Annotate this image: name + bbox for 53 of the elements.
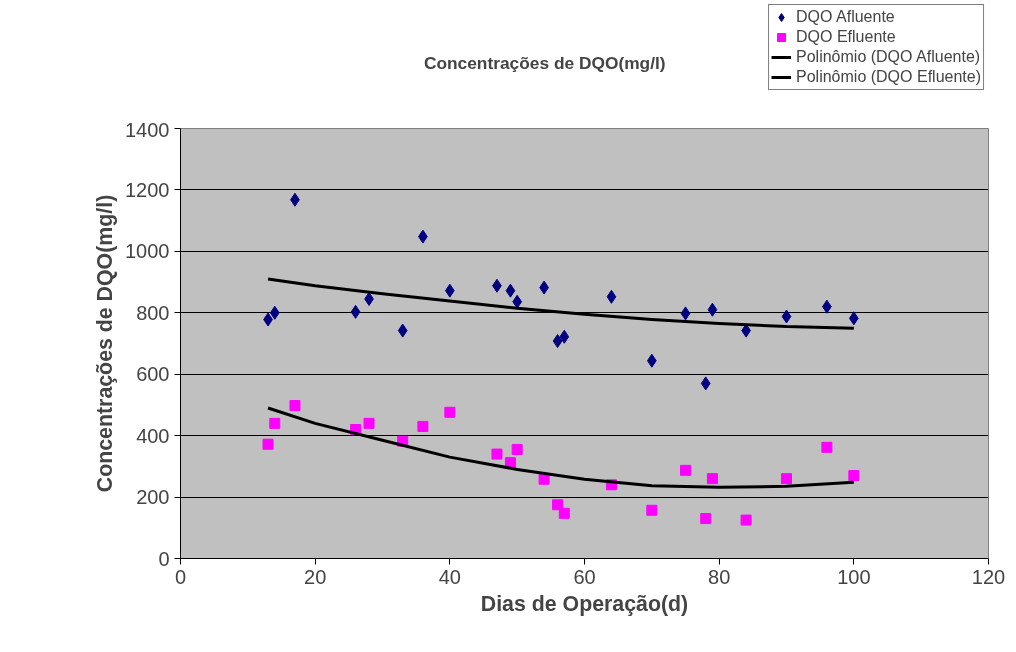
point <box>821 441 833 453</box>
y-tick-label: 600 <box>136 363 170 386</box>
point <box>350 304 361 319</box>
point <box>700 376 711 391</box>
point <box>397 323 408 338</box>
y-tick-label: 800 <box>136 301 170 324</box>
point <box>706 473 718 485</box>
x-axis-title: Dias de Operação(d) <box>480 591 689 616</box>
point <box>680 306 691 321</box>
point <box>363 417 375 429</box>
y-tick-label: 400 <box>136 424 170 447</box>
y-tick-label: 1200 <box>125 178 170 201</box>
point <box>511 443 523 455</box>
point <box>505 283 516 298</box>
line-series <box>266 277 856 330</box>
point <box>680 464 691 476</box>
point <box>707 302 718 317</box>
y-tick-label: 200 <box>136 486 170 509</box>
x-tick-label: 40 <box>438 565 461 588</box>
legend-label: Polinômio (DQO Afluente) <box>796 47 981 67</box>
point <box>646 504 658 516</box>
point <box>606 289 617 304</box>
point <box>781 309 792 324</box>
point <box>848 470 860 482</box>
chart-title: Concentrações de DQO(mg/l) <box>423 52 666 73</box>
x-tick-label: 20 <box>304 565 327 588</box>
point <box>558 507 570 519</box>
point <box>444 406 456 418</box>
y-tick-label: 0 <box>158 547 170 570</box>
point <box>269 305 280 320</box>
legend-label: Polinômio (DQO Efluente) <box>796 67 981 87</box>
legend-label: DQO Afluente <box>796 7 895 27</box>
point <box>417 420 429 432</box>
x-tick-label: 100 <box>837 565 871 588</box>
y-tick-label: 1400 <box>125 118 170 141</box>
point <box>289 400 301 412</box>
x-tick-label: 0 <box>174 565 187 588</box>
point <box>262 438 274 450</box>
point <box>538 473 550 485</box>
point <box>552 334 563 349</box>
x-tick-label: 80 <box>708 565 731 588</box>
point <box>740 514 752 526</box>
point <box>559 329 570 344</box>
legend-label: DQO Efluente <box>796 27 896 47</box>
x-tick-label: 120 <box>971 565 1006 588</box>
point <box>269 417 281 429</box>
point <box>700 513 712 525</box>
x-tick-label: 60 <box>573 565 596 588</box>
point <box>781 473 792 485</box>
point <box>491 448 503 460</box>
y-axis-title: Concentrações de DQO(mg/l) <box>93 194 118 493</box>
y-tick-label: 1000 <box>125 240 170 263</box>
point <box>552 499 564 511</box>
